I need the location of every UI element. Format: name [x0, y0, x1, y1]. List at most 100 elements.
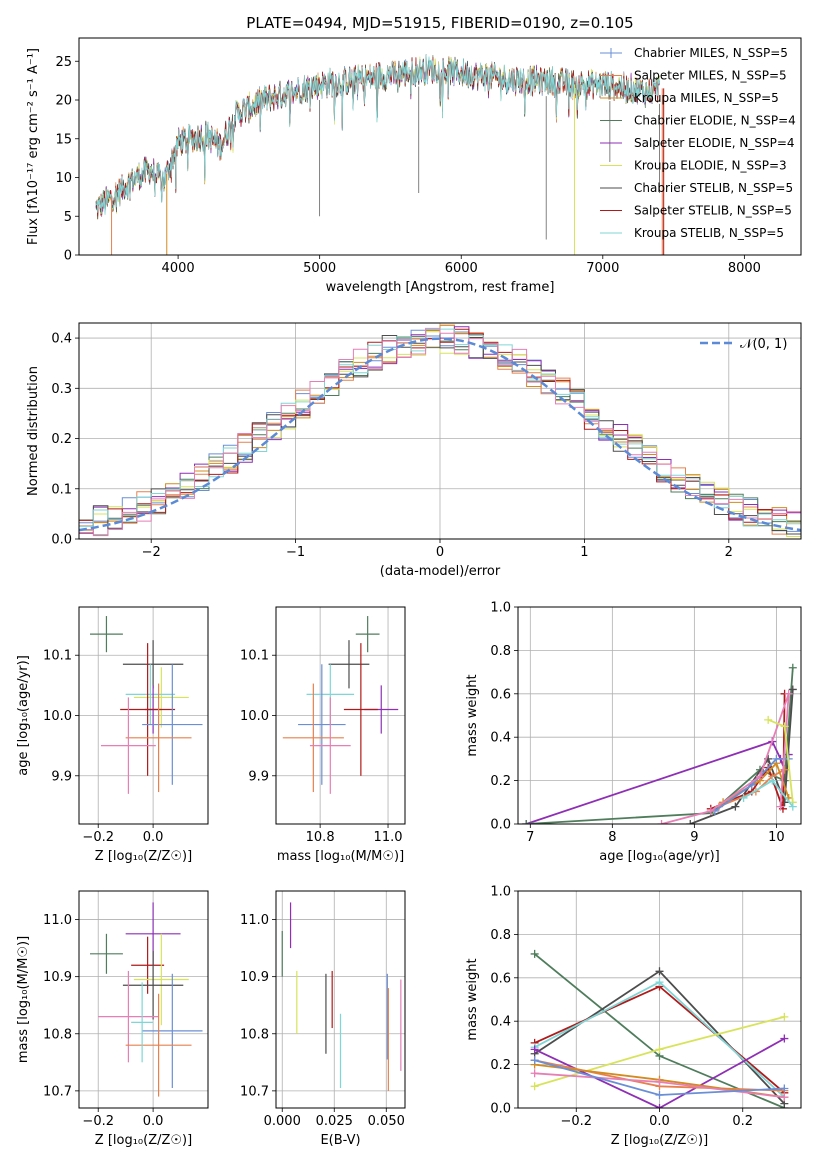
x-tick-label: 7 — [526, 830, 534, 845]
y-axis-label: mass weight — [465, 958, 480, 1040]
axes-frame — [78, 890, 209, 1109]
spectrum-line-kroupa_stelib — [95, 54, 660, 215]
x-tick-label: 0.050 — [368, 1114, 405, 1129]
legend-label-kroupa_stelib: Kroupa STELIB, N_SSP=5 — [634, 226, 784, 240]
x-tick-label: −1 — [286, 545, 305, 560]
legend-label-kroupa_elodie: Kroupa ELODIE, N_SSP=3 — [634, 159, 787, 173]
weight-line-chabrier_stelib — [689, 689, 794, 824]
legend-label-chabrier_stelib: Chabrier STELIB, N_SSP=5 — [634, 181, 793, 195]
x-tick-label: −0.2 — [82, 830, 114, 845]
spectrum-marks — [95, 54, 665, 255]
y-tick-label: 20 — [55, 94, 72, 109]
axes-frame — [78, 37, 802, 256]
y-tick-label: 9.9 — [51, 769, 72, 784]
y-tick-label: 0.4 — [51, 332, 72, 347]
gaussian-reference-curve — [79, 337, 801, 532]
y-tick-label: 10.9 — [240, 970, 269, 985]
weight-marker-chabrier_stelib — [780, 798, 789, 807]
x-tick-label: −2 — [142, 545, 161, 560]
y-tick-label: 0.2 — [51, 432, 72, 447]
y-tick-label: 0.0 — [51, 533, 72, 548]
ebv_vs_mass-marks — [281, 902, 402, 1091]
weight-marker-kroupa_stelib — [739, 793, 748, 802]
x-axis-label: (data-model)/error — [380, 564, 501, 579]
legend-label-salpeter_stelib: Salpeter STELIB, N_SSP=5 — [634, 204, 792, 218]
histogram-pink — [79, 327, 801, 537]
mass_vs_age-marks — [282, 616, 399, 794]
weight-marker-kroupa_elodie — [780, 1012, 789, 1021]
weight-marker-salpeter_miles — [780, 765, 789, 774]
y-tick-label: 10.7 — [240, 1084, 269, 1099]
weight-marker-pink — [784, 689, 793, 698]
weight-marker-kroupa_elodie — [530, 1082, 539, 1091]
y-tick-label: 1.0 — [490, 601, 511, 616]
legend-label-gaussian: 𝒩(0, 1) — [740, 337, 787, 352]
weight-marker-salpeter_elodie — [655, 1104, 664, 1108]
weight-marker-chabrier_elodie — [530, 949, 539, 958]
y-tick-label: 0.0 — [490, 1102, 511, 1117]
axes-frame — [78, 322, 802, 540]
y-tick-label: 0 — [64, 249, 72, 264]
spectrum-legend: Chabrier MILES, N_SSP=5 Salpeter MILES, N… — [600, 46, 796, 240]
y-tick-label: 10.0 — [240, 709, 269, 724]
weight-marker-chabrier_stelib — [686, 820, 695, 824]
y-tick-label: 0.2 — [490, 1058, 511, 1073]
x-tick-label: 9 — [690, 830, 698, 845]
weight-line-chabrier_elodie — [526, 667, 794, 824]
x-tick-label: 8 — [608, 830, 616, 845]
weight-line-chabrier_miles — [714, 758, 789, 812]
x-tick-label: 0.0 — [649, 1114, 670, 1129]
ebv_vs_mass-panel: 0.000 0.025 0.050 10.7 10.8 10.9 11.0 E(B-V) — [240, 890, 406, 1148]
x-axis-label: Z [log₁₀(Z/Z☉)] — [95, 1133, 192, 1148]
spectrum-panel: 4000 5000 6000 7000 8000 0 5 10 15 20 25 wavelength… — [26, 37, 802, 295]
y-tick-label: 10.7 — [43, 1084, 72, 1099]
mass_vs_age-panel: 10.8 11.0 9.9 10.0 10.1 mass [log₁₀(M/M☉)] — [240, 606, 406, 864]
x-tick-label: −0.2 — [82, 1114, 114, 1129]
age_weights-marks — [522, 663, 797, 824]
x-tick-label: 5000 — [303, 261, 336, 276]
x-tick-label: 0.025 — [316, 1114, 353, 1129]
x-axis-label: Z [log₁₀(Z/Z☉)] — [611, 1133, 708, 1148]
age_weights-panel: 7 8 9 10 0.0 0.2 0.4 0.6 0.8 1.0 age [log₁₀(age/yr… — [465, 601, 802, 864]
legend-label-chabrier_elodie: Chabrier ELODIE, N_SSP=4 — [634, 114, 796, 128]
weight-marker-kroupa_stelib — [788, 802, 797, 811]
legend-label-salpeter_elodie: Salpeter ELODIE, N_SSP=4 — [634, 136, 795, 150]
weight-marker-chabrier_miles — [530, 1056, 539, 1065]
axes-frame — [517, 606, 802, 825]
y-tick-label: 10.0 — [43, 709, 72, 724]
y-tick-label: 0.8 — [490, 644, 511, 659]
x-axis-label: Z [log₁₀(Z/Z☉)] — [95, 849, 192, 864]
weight-marker-pink — [706, 806, 715, 815]
plots-group: 4000 5000 6000 7000 80000510152025wavelength… — [16, 37, 802, 1148]
weight-marker-chabrier_elodie — [522, 820, 531, 824]
y-axis-label: age [log₁₀(age/yr)] — [16, 655, 31, 776]
x-tick-label: 10 — [768, 830, 785, 845]
weight-marker-pink — [780, 1093, 789, 1102]
y-tick-label: 0.6 — [490, 971, 511, 986]
weight-line-salpeter_stelib — [710, 693, 786, 810]
weight-marker-pink — [530, 1069, 539, 1078]
x-tick-label: 0.0 — [143, 830, 164, 845]
axes-frame — [275, 606, 406, 825]
y-tick-label: 25 — [55, 55, 72, 70]
residuals-panel: −2 −1 0 1 2 0.0 0.1 0.2 0.3 0.4 (data-model)/error… — [26, 322, 802, 579]
x-axis-label: E(B-V) — [320, 1133, 360, 1148]
weight-marker-pink — [657, 820, 666, 824]
z_weights-panel: −0.2 0.0 0.2 0.0 0.2 0.4 0.6 0.8 1.0 Z [log₁₀(Z/Z… — [465, 885, 802, 1148]
y-tick-label: 1.0 — [490, 885, 511, 900]
x-axis-label: mass [log₁₀(M/M☉)] — [277, 849, 404, 864]
y-tick-label: 0.2 — [490, 774, 511, 789]
weight-marker-kroupa_stelib — [768, 776, 777, 785]
weight-line-salpeter_miles — [718, 769, 786, 808]
residuals-marks — [79, 324, 801, 537]
y-tick-label: 0.4 — [490, 731, 511, 746]
x-axis-label: wavelength [Angstrom, rest frame] — [326, 280, 555, 295]
weight-marker-chabrier_miles — [772, 754, 781, 763]
weight-marker-chabrier_miles — [780, 1084, 789, 1093]
y-tick-label: 0.6 — [490, 687, 511, 702]
figure-title: PLATE=0494, MJD=51915, FIBERID=0190, z=0… — [246, 14, 633, 32]
y-tick-label: 0.0 — [490, 818, 511, 833]
weight-marker-chabrier_stelib — [788, 685, 797, 694]
weight-marker-kroupa_elodie — [780, 722, 789, 731]
y-tick-label: 0.1 — [51, 482, 72, 497]
